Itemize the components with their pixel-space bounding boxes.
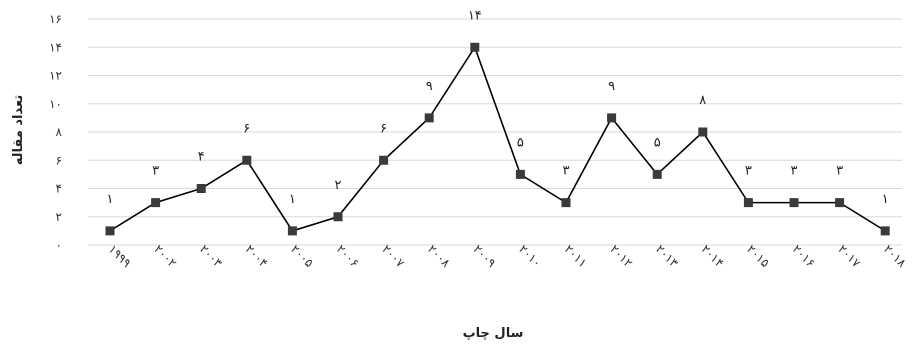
data-label: ۴	[198, 150, 205, 165]
x-tick-label: ۱۹۹۹	[106, 242, 134, 270]
marker-layer	[105, 42, 890, 236]
data-label: ۶	[243, 121, 250, 136]
data-point-marker	[789, 198, 799, 208]
data-label: ۸	[699, 93, 706, 108]
x-tick-label: ۲۰۱۳	[653, 242, 682, 271]
data-label: ۱	[882, 192, 889, 207]
data-label: ۳	[745, 164, 752, 179]
y-tick-label: ۱۴	[49, 40, 62, 54]
data-point-marker	[105, 226, 115, 236]
y-tick-labels: ۰ ۲ ۴ ۶ ۸ ۱۰ ۱۲ ۱۴ ۱۶	[49, 12, 62, 252]
data-point-marker	[835, 198, 845, 208]
y-tick-label: ۶	[56, 153, 62, 167]
x-tick-labels: ۱۹۹۹ ۲۰۰۲ ۲۰۰۳ ۲۰۰۴ ۲۰۰۵ ۲۰۰۶ ۲۰۰۷ ۲۰۰۸ ۲۰۰۹ ۲۰۱۰…	[106, 242, 910, 271]
data-point-marker	[743, 198, 753, 208]
data-label: ۵	[654, 135, 661, 150]
data-point-marker	[561, 198, 571, 208]
data-label: ۳	[836, 164, 843, 179]
data-label: ۹	[608, 79, 615, 94]
y-tick-label: ۰	[56, 238, 62, 252]
data-label: ۱	[289, 192, 296, 207]
data-label: ۳	[563, 164, 570, 179]
x-axis-title: سال چاپ	[463, 326, 524, 341]
data-label: ۶	[380, 121, 387, 136]
series-line	[109, 45, 886, 232]
data-point-marker	[196, 184, 206, 193]
data-label: ۹	[426, 79, 433, 94]
data-point-marker	[424, 113, 434, 123]
x-tick-label: ۲۰۰۸	[425, 242, 454, 271]
data-label: ۳	[791, 164, 798, 179]
data-point-marker	[470, 42, 480, 52]
x-tick-label: ۲۰۱۵	[744, 242, 772, 270]
x-tick-label: ۲۰۱۴	[698, 242, 726, 270]
data-point-marker	[880, 226, 890, 236]
data-point-marker	[698, 127, 708, 137]
x-tick-label: ۲۰۰۷	[379, 242, 408, 271]
series-layer	[109, 45, 886, 232]
y-tick-label: ۱۲	[49, 69, 62, 83]
x-tick-label: ۲۰۰۲	[151, 242, 179, 270]
y-tick-label: ۴	[56, 182, 62, 196]
data-label-layer: ۱ ۳ ۴ ۶ ۱ ۲ ۶ ۹ ۱۴ ۵ ۳ ۹ ۵ ۸ ۳ ۳ ۳ ۱	[107, 8, 889, 207]
data-point-marker	[151, 198, 161, 208]
y-tick-label: ۱۰	[49, 97, 62, 111]
x-tick-label: ۲۰۰۴	[242, 242, 270, 270]
y-axis-title: تعداد مقاله	[11, 95, 26, 165]
data-label: ۵	[517, 135, 524, 150]
x-tick-label: ۲۰۰۳	[197, 242, 226, 271]
data-point-marker	[333, 212, 343, 222]
x-tick-label: ۲۰۱۰	[516, 242, 544, 270]
x-tick-label: ۲۰۰۵	[288, 242, 316, 270]
data-label: ۳	[152, 164, 159, 179]
x-tick-label: ۲۰۱۷	[835, 242, 864, 271]
data-label: ۲	[335, 178, 342, 193]
x-tick-label: ۲۰۰۶	[334, 242, 362, 270]
data-label: ۱۴	[468, 8, 482, 23]
data-point-marker	[607, 113, 617, 123]
x-tick-label: ۲۰۱۲	[607, 242, 635, 270]
data-label: ۱	[107, 192, 114, 207]
y-tick-label: ۸	[56, 125, 63, 139]
y-tick-label: ۲	[56, 210, 62, 224]
x-tick-label: ۲۰۱۸	[881, 242, 910, 271]
x-tick-label: ۲۰۱۶	[790, 242, 818, 270]
x-tick-label: ۲۰۰۹	[470, 242, 498, 270]
grid-layer	[88, 18, 902, 246]
x-tick-label: ۲۰۱۱	[562, 242, 590, 270]
data-point-marker	[652, 169, 662, 179]
data-point-marker	[379, 155, 389, 165]
y-tick-label: ۱۶	[49, 12, 62, 26]
data-point-marker	[242, 155, 252, 165]
data-point-marker	[515, 169, 525, 179]
data-point-marker	[287, 226, 297, 236]
